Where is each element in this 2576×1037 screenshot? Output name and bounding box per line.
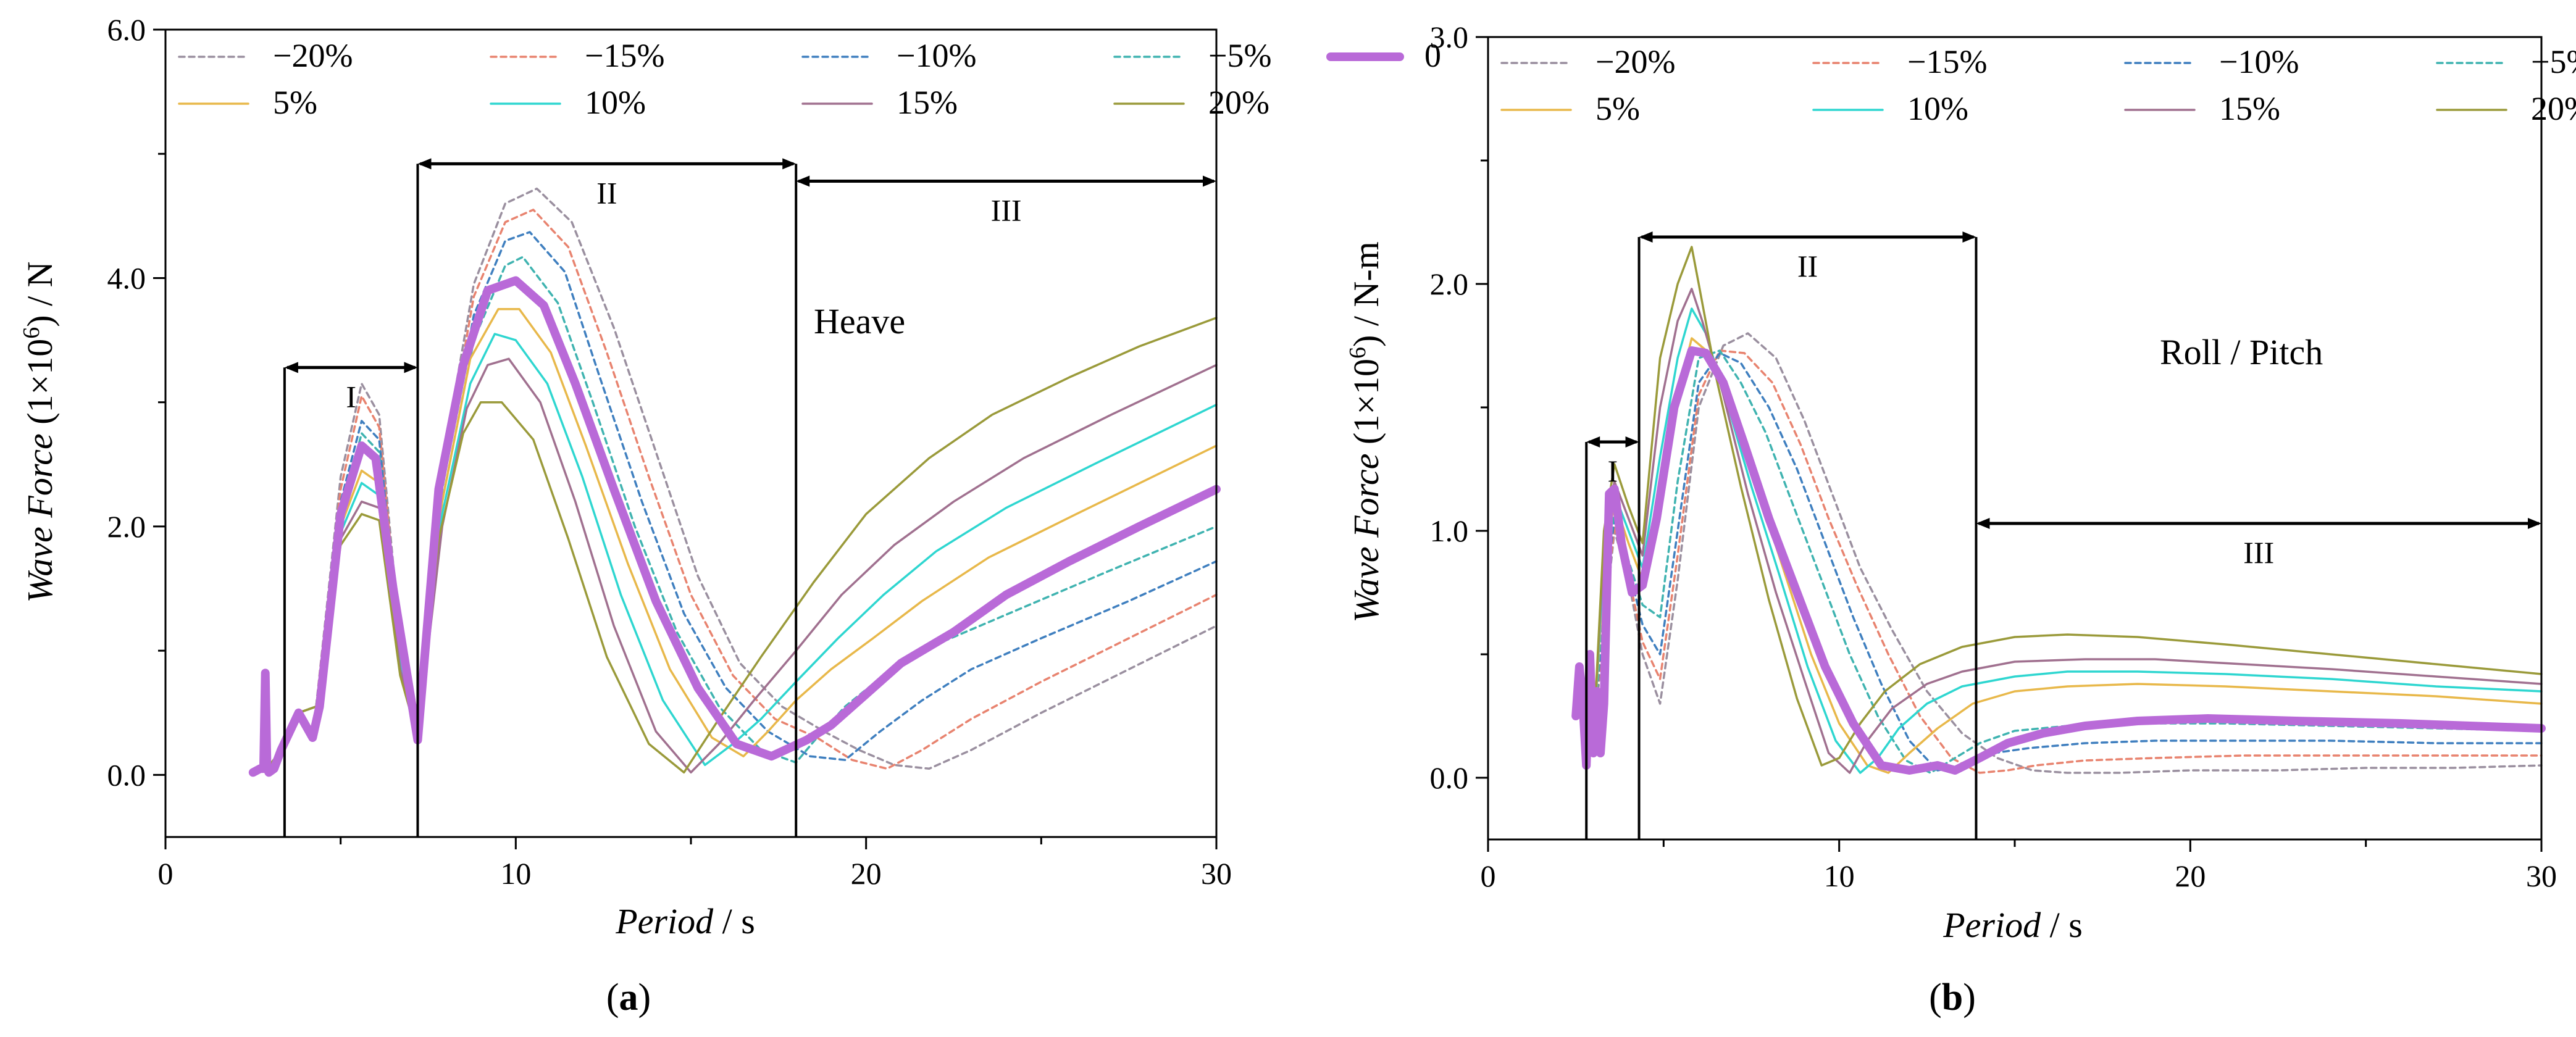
panel-a-x-ticks: 0 10 20 30 [158,837,1232,891]
panel-b-y-tick-label-2: 2.0 [1430,267,1469,301]
panel-b-region-arrow-left-2 [1976,518,1990,529]
panel-b-series-line-8 [1578,246,2543,767]
panel-a-legend-label-4: 0 [1424,37,1441,74]
panel-a-panel-label: (a) [606,977,651,1018]
panel-b-x-tick-label-0: 0 [1481,859,1496,893]
panel-a-series-line-5 [252,308,1218,774]
panel-a-legend-label-6: 10% [585,84,646,121]
panel-a-region-arrow-right-2 [1203,175,1216,187]
panel-a-y-tick-label-0: 0.0 [107,757,146,792]
panel-b-series-line-7 [1578,288,2543,774]
panel-b-legend-label-6: 10% [1907,90,1968,127]
panel-a-y-axis-title: Wave Force (1×106) / N [19,261,60,602]
panel-a-region-arrow-right-1 [782,158,797,170]
panel-a-series-group [248,187,1221,777]
panel-b-x-tick-label-2: 20 [2175,859,2206,893]
panel-a-x-tick-label-0: 0 [158,856,174,891]
panel-b-y-tick-label-3: 3.0 [1430,20,1469,54]
panel-a-legend-label-1: −15% [585,37,664,74]
panel-b-series-group [1571,246,2546,775]
panel-a-x-axis-title: Period / s [615,901,755,941]
panel-a-legend-label-8: 20% [1208,84,1269,121]
panel-b-legend: −20%−15%−10%−5%05%10%15%20% [1500,43,2576,127]
panel-a-series-line-0 [252,187,1218,774]
panel-a-series-line-1 [252,209,1218,774]
panel-b-region-arrow-right-1 [1962,231,1976,243]
panel-b-legend-label-2: −10% [2219,43,2299,80]
panel-a-annotation: Heave [814,301,905,341]
panel-b-legend-label-3: −5% [2531,43,2576,80]
panel-b-x-ticks: 0 10 20 30 [1481,839,2557,893]
panel-a-region-label-0: I [346,379,356,414]
panel-b-x-tick-label-1: 10 [1824,859,1855,893]
panel-b-region-label-2: III [2243,535,2274,570]
panel-b-legend-label-8: 20% [2531,90,2576,127]
panel-b-y-tick-label-0: 0.0 [1430,760,1469,795]
panel-a-region-arrow-right-0 [404,362,418,373]
panel-b-vlines [1585,237,1978,839]
panel-a-legend-label-5: 5% [273,84,317,121]
panel-a-legend-label-2: −10% [897,37,976,74]
panel-b-region-label-1: II [1797,249,1818,283]
panel-a-y-tick-label-3: 6.0 [107,12,146,47]
panel-a-series-line-2 [252,231,1218,774]
panel-b-legend-label-5: 5% [1595,90,1640,127]
panel-b-y-tick-label-1: 1.0 [1430,514,1469,548]
panel-b-series-line-0 [1578,332,2543,774]
panel-a-y-tick-label-1: 2.0 [107,509,146,544]
panel-b-region-arrow-left-0 [1586,436,1600,448]
panel-a-series-line-6 [252,333,1218,774]
panel-a-x-tick-label-2: 20 [851,856,882,891]
panel-a-region-arrow-left-2 [796,175,810,187]
panel-b-y-axis-title: Wave Force (1×106) / N-m [1345,241,1386,623]
panel-a-plot-frame [164,28,1218,838]
panel-b-panel-label: (b) [1929,977,1976,1018]
panel-a-region-label-2: III [991,193,1022,228]
panel-a-x-tick-label-1: 10 [500,856,531,891]
panel-a-legend-label-3: −5% [1208,37,1271,74]
panel-b-x-tick-label-3: 30 [2526,859,2557,893]
panel-a-region-arrow-left-1 [417,158,432,170]
panel-b-x-axis-title: Period / s [1942,905,2083,945]
panel-a-vlines [283,164,798,837]
panel-b-legend-label-1: −15% [1907,43,1987,80]
panel-b-series-line-5 [1578,337,2543,774]
panel-a-y-ticks: 0.0 2.0 4.0 6.0 [107,12,165,792]
panel-a-series-line-8 [252,317,1218,774]
panel-a-legend-label-0: −20% [273,37,353,74]
panel-b-series-line-2 [1578,352,2543,772]
panel-a-legend: −20% −15% −10% −5% 0 5% 10% 15% 20% [178,37,1441,121]
panel-a-region-label-1: II [596,175,617,210]
panel-a-x-tick-label-3: 30 [1201,856,1232,891]
panel-b-annotation: Roll / Pitch [2160,332,2323,372]
panel-b-region-label-0: I [1608,454,1618,488]
panel-b-y-ticks: 0.0 1.0 2.0 3.0 [1430,20,1488,795]
panel-b-legend-label-7: 15% [2219,90,2280,127]
panel-a-y-tick-label-2: 4.0 [107,260,146,295]
panel-b-series-line-4 [1571,346,2546,775]
panel-b-region-arrow-right-2 [2528,518,2541,529]
panel-a-series-line-4 [248,276,1221,777]
panel-a-legend-label-7: 15% [897,84,958,121]
panel-b-legend-label-0: −20% [1595,43,1675,80]
panel-b-region-arrow-right-0 [1625,436,1639,448]
panel-b-region-arrow-left-1 [1639,231,1653,243]
panel-a-region-arrow-left-0 [284,362,298,373]
panel-a-series-line-7 [252,357,1218,774]
